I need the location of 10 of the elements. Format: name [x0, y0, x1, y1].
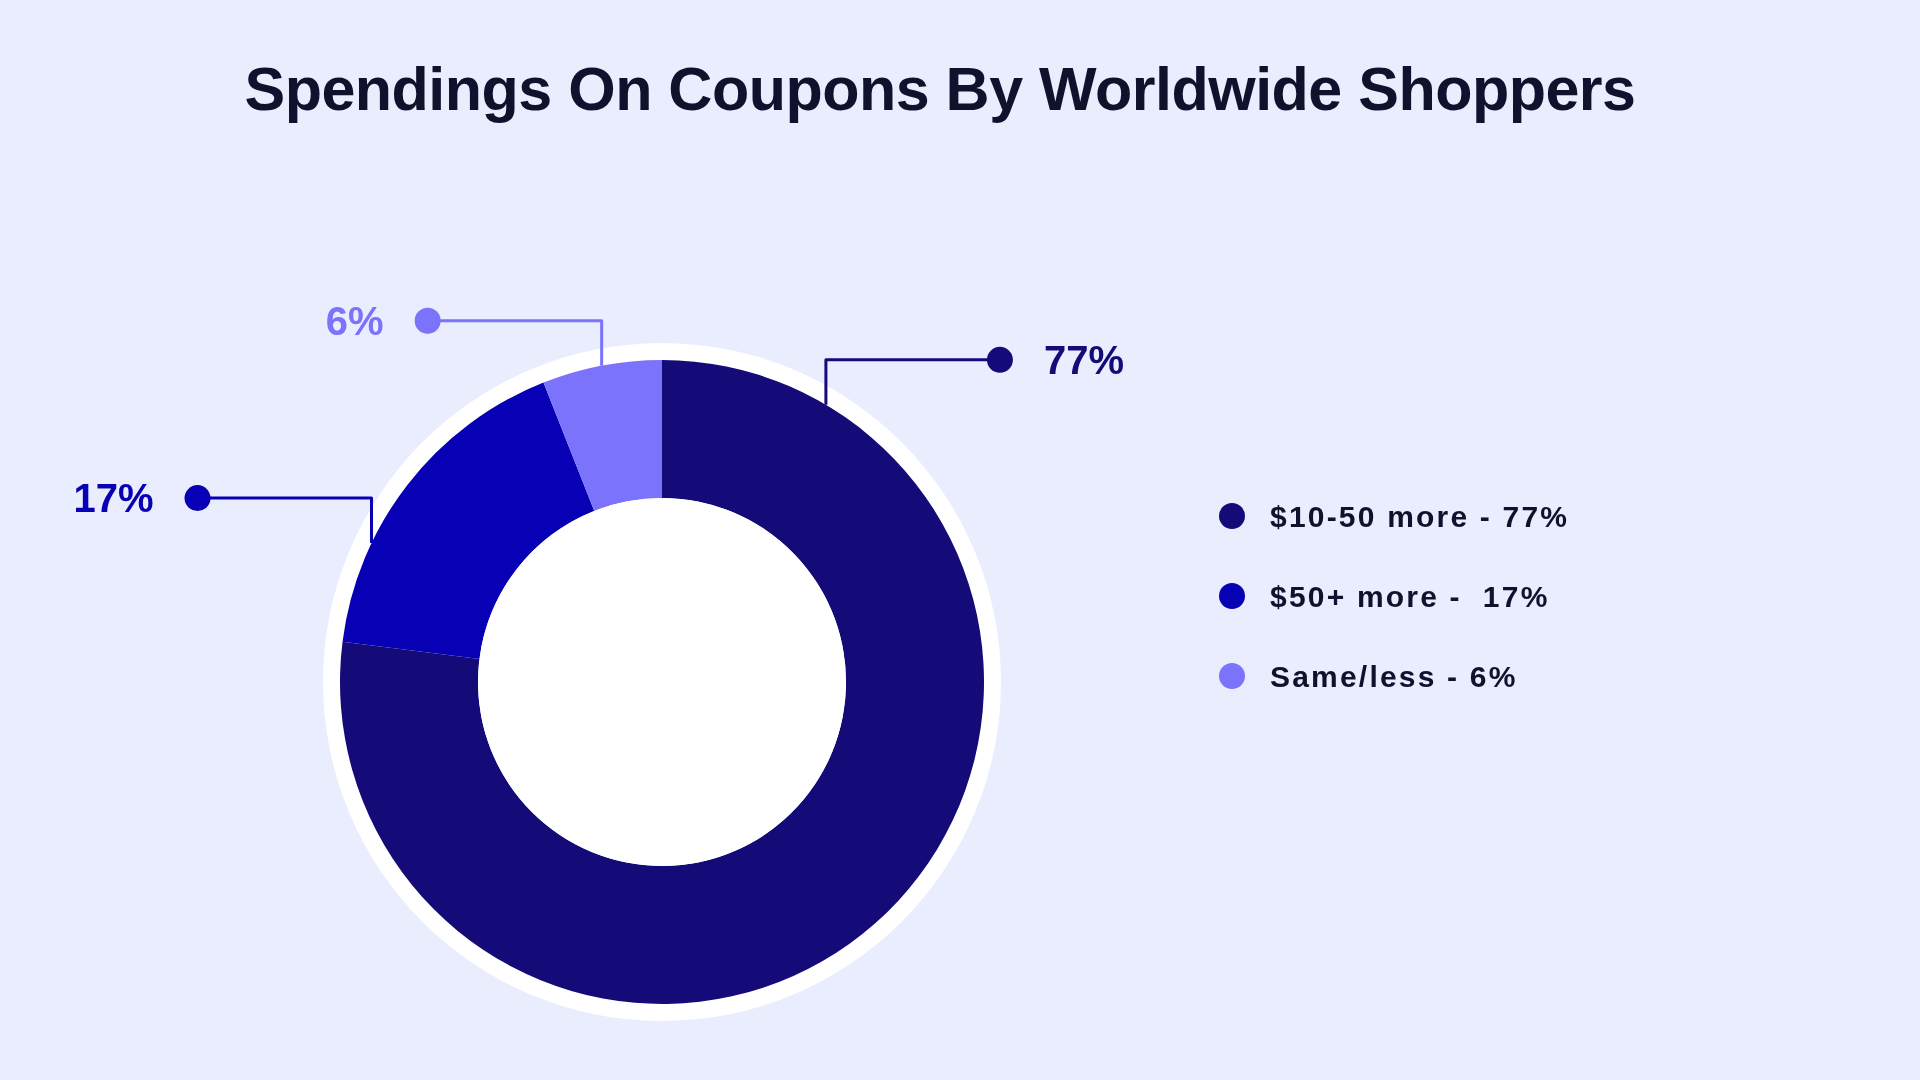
legend-label: $10-50 more - 77%	[1270, 499, 1570, 533]
donut-slice	[543, 360, 662, 511]
data-label: 77%	[1043, 338, 1124, 383]
chart-title: Spendings On Coupons By Worldwide Shoppers	[244, 55, 1636, 123]
legend-label: Same/less - 6%	[1270, 659, 1518, 693]
legend-label: $50+ more - 17%	[1270, 579, 1550, 613]
donut-slice	[342, 382, 595, 659]
donut-slice	[340, 360, 984, 1004]
data-label: 17%	[73, 476, 154, 521]
data-label: 6%	[325, 299, 384, 344]
